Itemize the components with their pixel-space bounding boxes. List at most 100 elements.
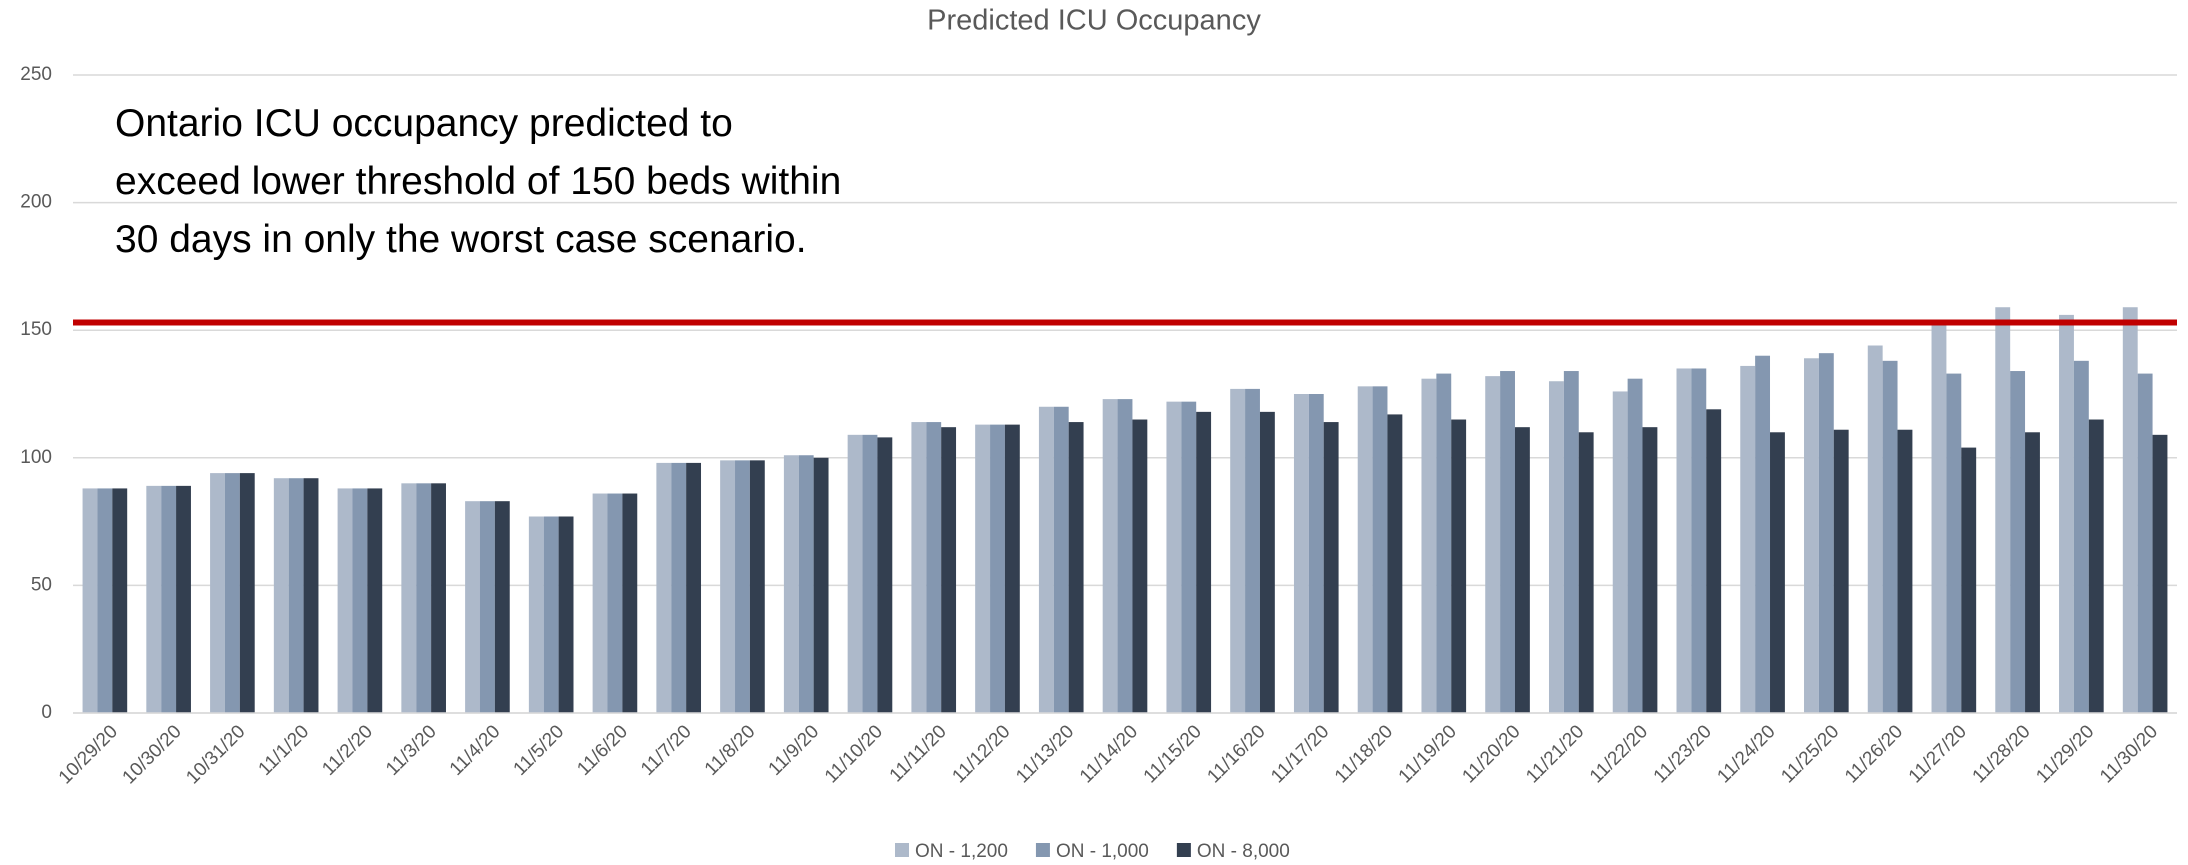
bar [1740, 365, 1756, 713]
y-tick-label: 250 [20, 64, 52, 85]
bar [176, 485, 191, 713]
bar [224, 473, 240, 713]
bar [2059, 314, 2074, 713]
bar [1259, 411, 1275, 713]
x-tick-label: 11/9/20 [765, 721, 824, 780]
bar [2010, 371, 2026, 713]
bar [749, 460, 765, 713]
bar [735, 460, 750, 713]
bar [671, 462, 687, 713]
y-tick-label: 50 [31, 574, 52, 595]
x-tick-label: 11/7/20 [637, 721, 696, 780]
bar [1882, 360, 1898, 713]
x-tick-label: 10/30/20 [119, 721, 186, 788]
bar [1132, 419, 1148, 713]
bar [2152, 434, 2168, 713]
bar [1293, 394, 1309, 713]
bar [1500, 371, 1515, 713]
bar [1038, 406, 1054, 713]
bar [1995, 307, 2011, 713]
bar [783, 455, 799, 713]
x-tick-label: 11/29/20 [2032, 721, 2098, 787]
bar [431, 483, 446, 713]
bar [1102, 399, 1118, 713]
bar [1372, 386, 1388, 713]
bar [1245, 388, 1260, 713]
bar [558, 516, 574, 713]
bar [1642, 427, 1658, 713]
x-tick-label: 11/16/20 [1203, 721, 1269, 787]
x-tick-label: 11/1/20 [255, 721, 314, 780]
bar [1053, 406, 1069, 713]
bar [239, 473, 255, 713]
x-tick-label: 11/28/20 [1969, 721, 2035, 787]
bar [1946, 373, 1962, 713]
bar [862, 434, 878, 713]
y-tick-label: 0 [41, 702, 52, 723]
bar [622, 493, 638, 713]
bar [1230, 388, 1246, 713]
bar [720, 460, 736, 713]
bar [2122, 307, 2138, 713]
bar [1181, 401, 1197, 713]
chart-title: Predicted ICU Occupancy [927, 5, 1261, 37]
x-tick-label: 11/19/20 [1395, 721, 1461, 787]
y-tick-label: 200 [20, 192, 52, 213]
annotation: 30 days in only the worst case scenario. [115, 218, 807, 261]
bar [1196, 411, 1212, 713]
y-tick-label: 100 [20, 447, 52, 468]
bar [1451, 419, 1467, 713]
x-tick-label: 11/11/20 [886, 721, 951, 786]
x-tick-label: 11/21/20 [1522, 721, 1588, 787]
x-tick-label: 11/27/20 [1905, 721, 1971, 787]
x-tick-label: 11/20/20 [1458, 721, 1524, 787]
bar [686, 462, 702, 713]
bar [975, 424, 991, 713]
y-tick-label: 150 [20, 319, 52, 340]
bar [1436, 373, 1452, 713]
bar [1308, 394, 1324, 713]
bar [1755, 355, 1771, 713]
bar [146, 485, 162, 713]
legend-label: ON - 8,000 [1197, 841, 1290, 862]
annotation: exceed lower threshold of 150 beds withi… [115, 160, 841, 203]
bar [2137, 373, 2153, 713]
bar [926, 422, 942, 713]
x-tick-label: 11/22/20 [1586, 721, 1652, 787]
bar [877, 437, 893, 713]
bar [1387, 414, 1403, 713]
bar [1691, 368, 1707, 713]
bar [1563, 371, 1579, 713]
bar [288, 478, 304, 713]
bar [1961, 447, 1977, 713]
bar [798, 455, 814, 713]
bar [656, 462, 672, 713]
x-tick-label: 11/17/20 [1267, 721, 1333, 787]
bar [273, 478, 289, 713]
x-tick-label: 11/23/20 [1650, 721, 1716, 787]
bar [1578, 432, 1594, 713]
x-tick-label: 11/18/20 [1331, 721, 1397, 787]
bar [1514, 427, 1530, 713]
x-tick-label: 11/26/20 [1841, 721, 1907, 787]
x-tick-label: 11/10/20 [821, 721, 887, 787]
bar [607, 493, 623, 713]
bar [1676, 368, 1692, 713]
x-tick-label: 11/3/20 [382, 721, 441, 780]
bar [1117, 399, 1133, 713]
bar [210, 473, 225, 713]
bar [112, 488, 128, 713]
bar [941, 427, 957, 713]
legend-swatch [1035, 843, 1050, 857]
bar [1323, 422, 1339, 713]
bar [352, 488, 368, 713]
x-tick-label: 10/29/20 [55, 721, 122, 788]
legend-label: ON - 1,200 [915, 841, 1008, 862]
bar [465, 501, 480, 713]
bar [337, 488, 353, 713]
x-tick-label: 11/6/20 [573, 721, 632, 780]
x-tick-label: 11/13/20 [1012, 721, 1078, 787]
bar [592, 493, 608, 713]
bar [1706, 409, 1722, 713]
